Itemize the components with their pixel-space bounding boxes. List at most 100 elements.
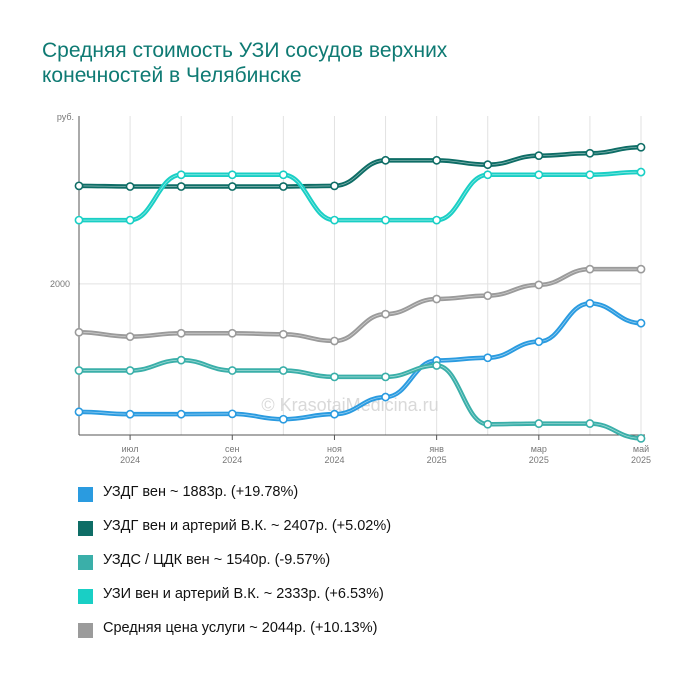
data-point [483, 170, 493, 180]
data-point [74, 181, 84, 191]
data-point [534, 170, 544, 180]
data-point [330, 181, 339, 191]
data-point [278, 170, 288, 180]
data-point [381, 392, 390, 402]
series-line [76, 144, 644, 189]
data-point [125, 409, 135, 419]
data-point [176, 170, 186, 180]
data-point [432, 294, 442, 304]
legend-swatch [78, 623, 93, 638]
data-point [330, 409, 339, 419]
data-point [330, 336, 339, 346]
data-point [74, 327, 84, 337]
data-point [176, 409, 186, 419]
data-point [381, 155, 390, 165]
y-tick-label: 2000 [50, 279, 70, 289]
series-3 [74, 355, 646, 443]
legend-series-name: УЗДС / ЦДК вен [103, 552, 210, 568]
data-point [483, 291, 493, 301]
x-tick-label-year: 2024 [324, 455, 344, 465]
legend-series-name: УЗДГ вен [103, 484, 166, 500]
legend-label: УЗДГ вен ~ 1883р. (+19.78%) [103, 484, 298, 500]
legend-series-name: Средняя цена услуги [103, 620, 246, 636]
series-4 [74, 167, 646, 225]
legend-series-name: УЗДГ вен и артерий В.К. [103, 518, 267, 534]
legend-label: УЗДС / ЦДК вен ~ 1540р. (-9.57%) [103, 552, 330, 568]
data-point [636, 433, 646, 443]
x-tick-label-month: сен [225, 444, 240, 454]
data-point [74, 366, 84, 375]
data-point [483, 419, 493, 429]
data-point [585, 419, 595, 428]
legend-series-summary: ~ 2333р. (+6.53%) [259, 586, 384, 602]
data-point [636, 142, 646, 152]
x-tick-label-month: май [633, 444, 649, 454]
data-point [534, 151, 544, 161]
data-point [278, 182, 288, 191]
x-tick-label-year: 2025 [529, 455, 549, 465]
legend-label: УЗИ вен и артерий В.К. ~ 2333р. (+6.53%) [103, 586, 384, 602]
data-point [176, 182, 186, 191]
data-point [125, 215, 135, 225]
data-point [483, 160, 493, 170]
legend-swatch [78, 521, 93, 536]
data-point [585, 148, 595, 158]
chart-title-line-1: Средняя стоимость УЗИ сосудов верхних [42, 39, 448, 62]
x-tick-label-month: мар [531, 444, 547, 454]
y-axis-unit-label: руб. [57, 112, 74, 122]
data-point [381, 372, 390, 382]
legend-series-summary: ~ 2044р. (+10.13%) [245, 620, 378, 636]
data-point [381, 215, 390, 225]
watermark: © KrasotaiMedicina.ru [261, 395, 438, 415]
line-chart: 2000 руб. © KrasotaiMedicina.ru июл 2024 сен 2… [50, 112, 651, 465]
legend-label: Средняя цена услуги ~ 2044р. (+10.13%) [103, 620, 377, 636]
x-tick-label-year: 2025 [631, 455, 651, 465]
data-point [227, 366, 237, 375]
data-point [534, 280, 544, 290]
data-point [125, 366, 135, 375]
data-point [585, 298, 595, 308]
x-tick-label-month: июл [122, 444, 139, 454]
series-2 [74, 142, 646, 191]
legend-swatch [78, 555, 93, 570]
data-point [534, 337, 544, 347]
data-point [483, 353, 493, 363]
data-point [176, 328, 186, 338]
data-point [125, 182, 135, 191]
x-tick-label-month: ноя [327, 444, 342, 454]
chart-title-line-2: конечностей в Челябинске [42, 64, 302, 87]
series-line [76, 169, 644, 223]
data-point [227, 409, 237, 419]
data-point [278, 366, 288, 375]
data-point [330, 372, 339, 382]
legend-series-summary: ~ 1540р. (-9.57%) [209, 552, 331, 568]
series-1 [74, 298, 646, 424]
legend-swatch [78, 589, 93, 604]
data-point [636, 264, 646, 274]
data-point [278, 329, 288, 339]
x-tick-label-month: янв [429, 444, 444, 454]
data-point [636, 167, 646, 177]
series-5 [74, 264, 646, 346]
series-line-highlight [79, 171, 642, 221]
data-point [278, 414, 288, 424]
data-point [585, 264, 595, 274]
x-tick-label-year: 2025 [427, 455, 447, 465]
data-point [227, 170, 237, 180]
data-point [176, 355, 186, 365]
data-point [74, 215, 84, 225]
data-point [125, 332, 135, 342]
data-point [432, 155, 442, 165]
data-point [534, 419, 544, 428]
data-point [74, 407, 84, 417]
chart-title: Средняя стоимость УЗИ сосудов верхних ко… [42, 38, 642, 88]
data-point [227, 328, 237, 338]
legend-series-name: УЗИ вен и артерий В.К. [103, 586, 260, 602]
data-point [330, 215, 339, 225]
data-point [381, 309, 390, 319]
legend-swatch [78, 487, 93, 502]
data-point [432, 361, 442, 370]
data-point [227, 182, 237, 191]
legend-series-summary: ~ 1883р. (+19.78%) [165, 484, 299, 500]
data-point [585, 170, 595, 180]
